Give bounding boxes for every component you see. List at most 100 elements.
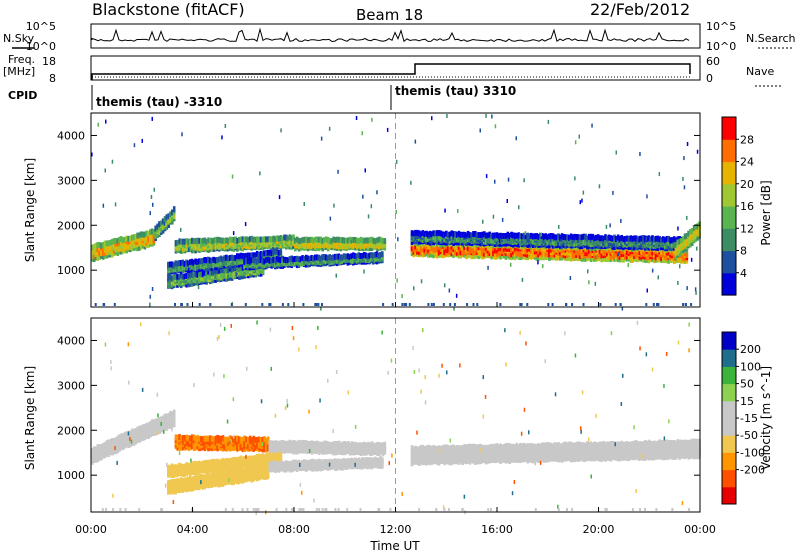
data-cell-band-5 — [246, 252, 250, 259]
data-cell-band-9 — [689, 241, 692, 248]
data-cell-band-2 — [257, 241, 261, 247]
near-range-cell — [382, 303, 385, 306]
data-cell-band-3 — [370, 236, 374, 243]
data-cell-band-8 — [452, 231, 455, 238]
data-cell-band-5 — [219, 255, 223, 262]
colorbar-tick-label: 24 — [740, 156, 754, 169]
data-cell-band-2 — [182, 238, 185, 245]
data-cell-band-6 — [308, 256, 312, 263]
data-cell-band-0 — [109, 249, 112, 255]
data-cell-band-2 — [296, 446, 299, 453]
data-cell-band-2 — [275, 440, 279, 447]
near-range-cell — [466, 303, 469, 306]
data-cell-band-6 — [290, 255, 293, 262]
data-cell-band-8 — [647, 235, 651, 242]
data-cell-band-7 — [653, 249, 656, 256]
data-cell-band-7 — [475, 252, 479, 259]
data-cell-band-3 — [378, 236, 381, 243]
sparse-cell — [501, 217, 504, 222]
data-cell-band-0 — [145, 422, 149, 429]
data-cell-band-8 — [618, 235, 622, 242]
sparse-cell — [574, 176, 576, 181]
near-range-cell — [682, 303, 685, 306]
data-cell-band-8 — [629, 235, 633, 242]
data-cell-band-0 — [145, 427, 149, 434]
data-cell-band-1 — [239, 441, 243, 448]
data-cell-band-5 — [187, 260, 190, 267]
data-cell-band-2 — [227, 237, 230, 244]
data-cell-band-8 — [517, 232, 520, 239]
data-cell-band-8 — [461, 231, 464, 238]
sparse-cell — [281, 258, 283, 263]
near-range-cell — [453, 303, 456, 306]
data-cell-band-1 — [252, 445, 255, 452]
data-cell-band-2 — [383, 441, 387, 448]
data-cell-band-3 — [241, 470, 244, 477]
sparse-cell — [515, 136, 517, 141]
data-cell-band-7 — [454, 249, 457, 256]
data-cell-band-3 — [255, 475, 259, 482]
data-cell-band-4 — [228, 457, 232, 464]
data-cell-band-7 — [578, 246, 582, 253]
data-cell-band-2 — [270, 242, 274, 249]
data-cell-band-7 — [524, 245, 528, 252]
data-cell-band-1 — [196, 435, 199, 442]
data-cell-band-8 — [477, 236, 481, 243]
data-cell-band-0 — [100, 443, 103, 450]
data-cell-band-3 — [261, 470, 264, 477]
data-cell-band-1 — [191, 437, 194, 444]
data-cell-band-4 — [194, 274, 197, 281]
data-cell-band-5 — [241, 253, 244, 260]
data-cell-band-1 — [234, 435, 237, 442]
data-cell-band-6 — [366, 253, 370, 260]
data-cell-band-2 — [200, 238, 203, 245]
data-cell-band-7 — [638, 253, 642, 260]
data-cell-band-1 — [237, 436, 241, 443]
data-cell-band-0 — [120, 239, 123, 246]
near-range-cell — [432, 303, 435, 306]
data-cell-band-4 — [238, 265, 241, 272]
sparse-cell — [686, 215, 688, 220]
data-cell-band-1 — [203, 435, 207, 442]
data-cell-band-0 — [134, 241, 138, 248]
data-cell-band-0 — [110, 242, 114, 249]
data-cell-band-7 — [559, 249, 562, 256]
data-cell-band-8 — [463, 238, 466, 245]
data-cell-band-7 — [622, 256, 625, 263]
data-cell-band-7 — [521, 246, 524, 253]
data-cell-band-7 — [562, 247, 566, 254]
sparse-cell — [259, 171, 261, 176]
data-cell-band-0 — [96, 450, 100, 457]
data-cell-band-8 — [544, 240, 548, 247]
data-cell-band-8 — [488, 231, 492, 238]
data-cell-band-3 — [381, 238, 385, 245]
data-cell-band-8 — [616, 237, 620, 244]
data-cell-band-9 — [687, 236, 690, 243]
data-cell-band-3 — [325, 236, 328, 243]
data-cell-band-3 — [354, 237, 357, 244]
data-cell-band-5 — [248, 252, 252, 259]
data-cell-band-3 — [210, 472, 214, 479]
data-cell-band-0 — [105, 440, 109, 447]
data-cell-band-3 — [228, 473, 232, 480]
data-cell-band-4 — [212, 458, 215, 465]
data-cell-band-6 — [342, 253, 346, 260]
data-cell-band-9 — [678, 238, 681, 245]
data-cell-band-7 — [551, 246, 555, 253]
data-cell-band-1 — [209, 435, 212, 442]
data-cell-band-7 — [427, 246, 430, 253]
data-cell-band-8 — [615, 236, 618, 242]
data-cell-band-8 — [602, 239, 605, 246]
data-cell-band-1 — [228, 435, 232, 442]
data-cell-band-3 — [170, 488, 174, 495]
data-cell-band-4 — [237, 456, 241, 463]
data-cell-band-6 — [284, 257, 288, 263]
data-cell-band-4 — [183, 463, 186, 470]
data-cell-band-1 — [210, 435, 214, 442]
data-cell-band-3 — [167, 480, 170, 487]
data-cell-band-0 — [121, 242, 125, 249]
sparse-cell — [104, 168, 106, 173]
data-cell-band-8 — [676, 236, 680, 243]
data-cell-band-2 — [236, 237, 239, 244]
